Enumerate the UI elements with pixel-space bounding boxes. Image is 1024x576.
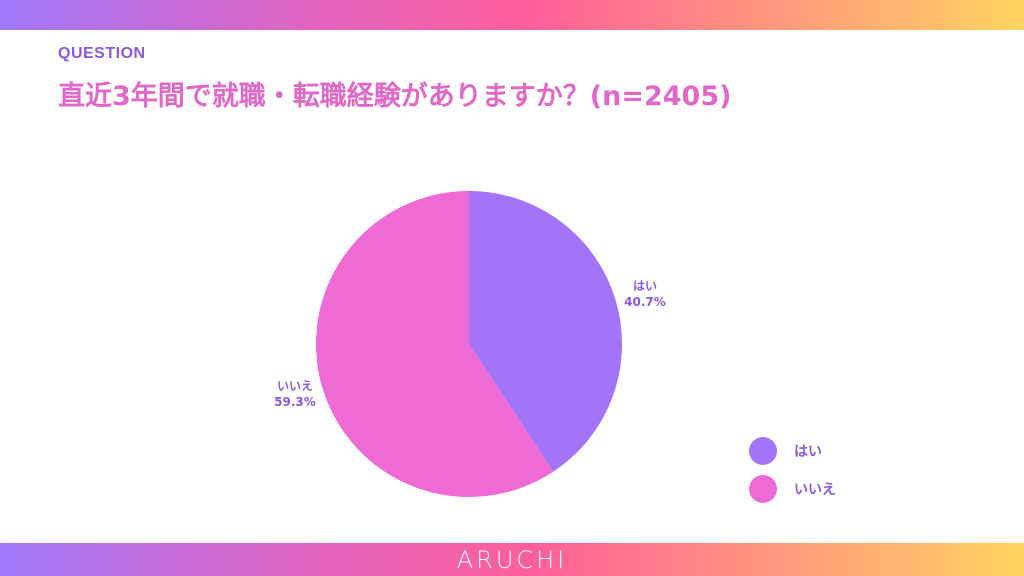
pie-slice-no — [316, 190, 554, 497]
legend-swatch — [749, 437, 777, 465]
slice-value-label: 40.7% — [624, 295, 666, 309]
legend-swatch — [749, 475, 777, 503]
slice-value-label: 59.3% — [274, 395, 316, 409]
top-gradient-bar — [0, 0, 1024, 30]
brand-logo: ARUCHI — [456, 545, 568, 574]
slice-category-label: はい — [633, 279, 657, 293]
footer-bar: ARUCHI — [0, 543, 1024, 576]
slice-category-label: いいえ — [277, 379, 313, 393]
legend-label: はい — [794, 444, 822, 460]
legend-label: いいえ — [794, 482, 836, 498]
chart-title: 直近3年間で就職・転職経験がありますか？(n=2405) — [58, 81, 732, 112]
question-label: QUESTION — [58, 45, 146, 62]
pie-slice-yes — [469, 190, 623, 472]
